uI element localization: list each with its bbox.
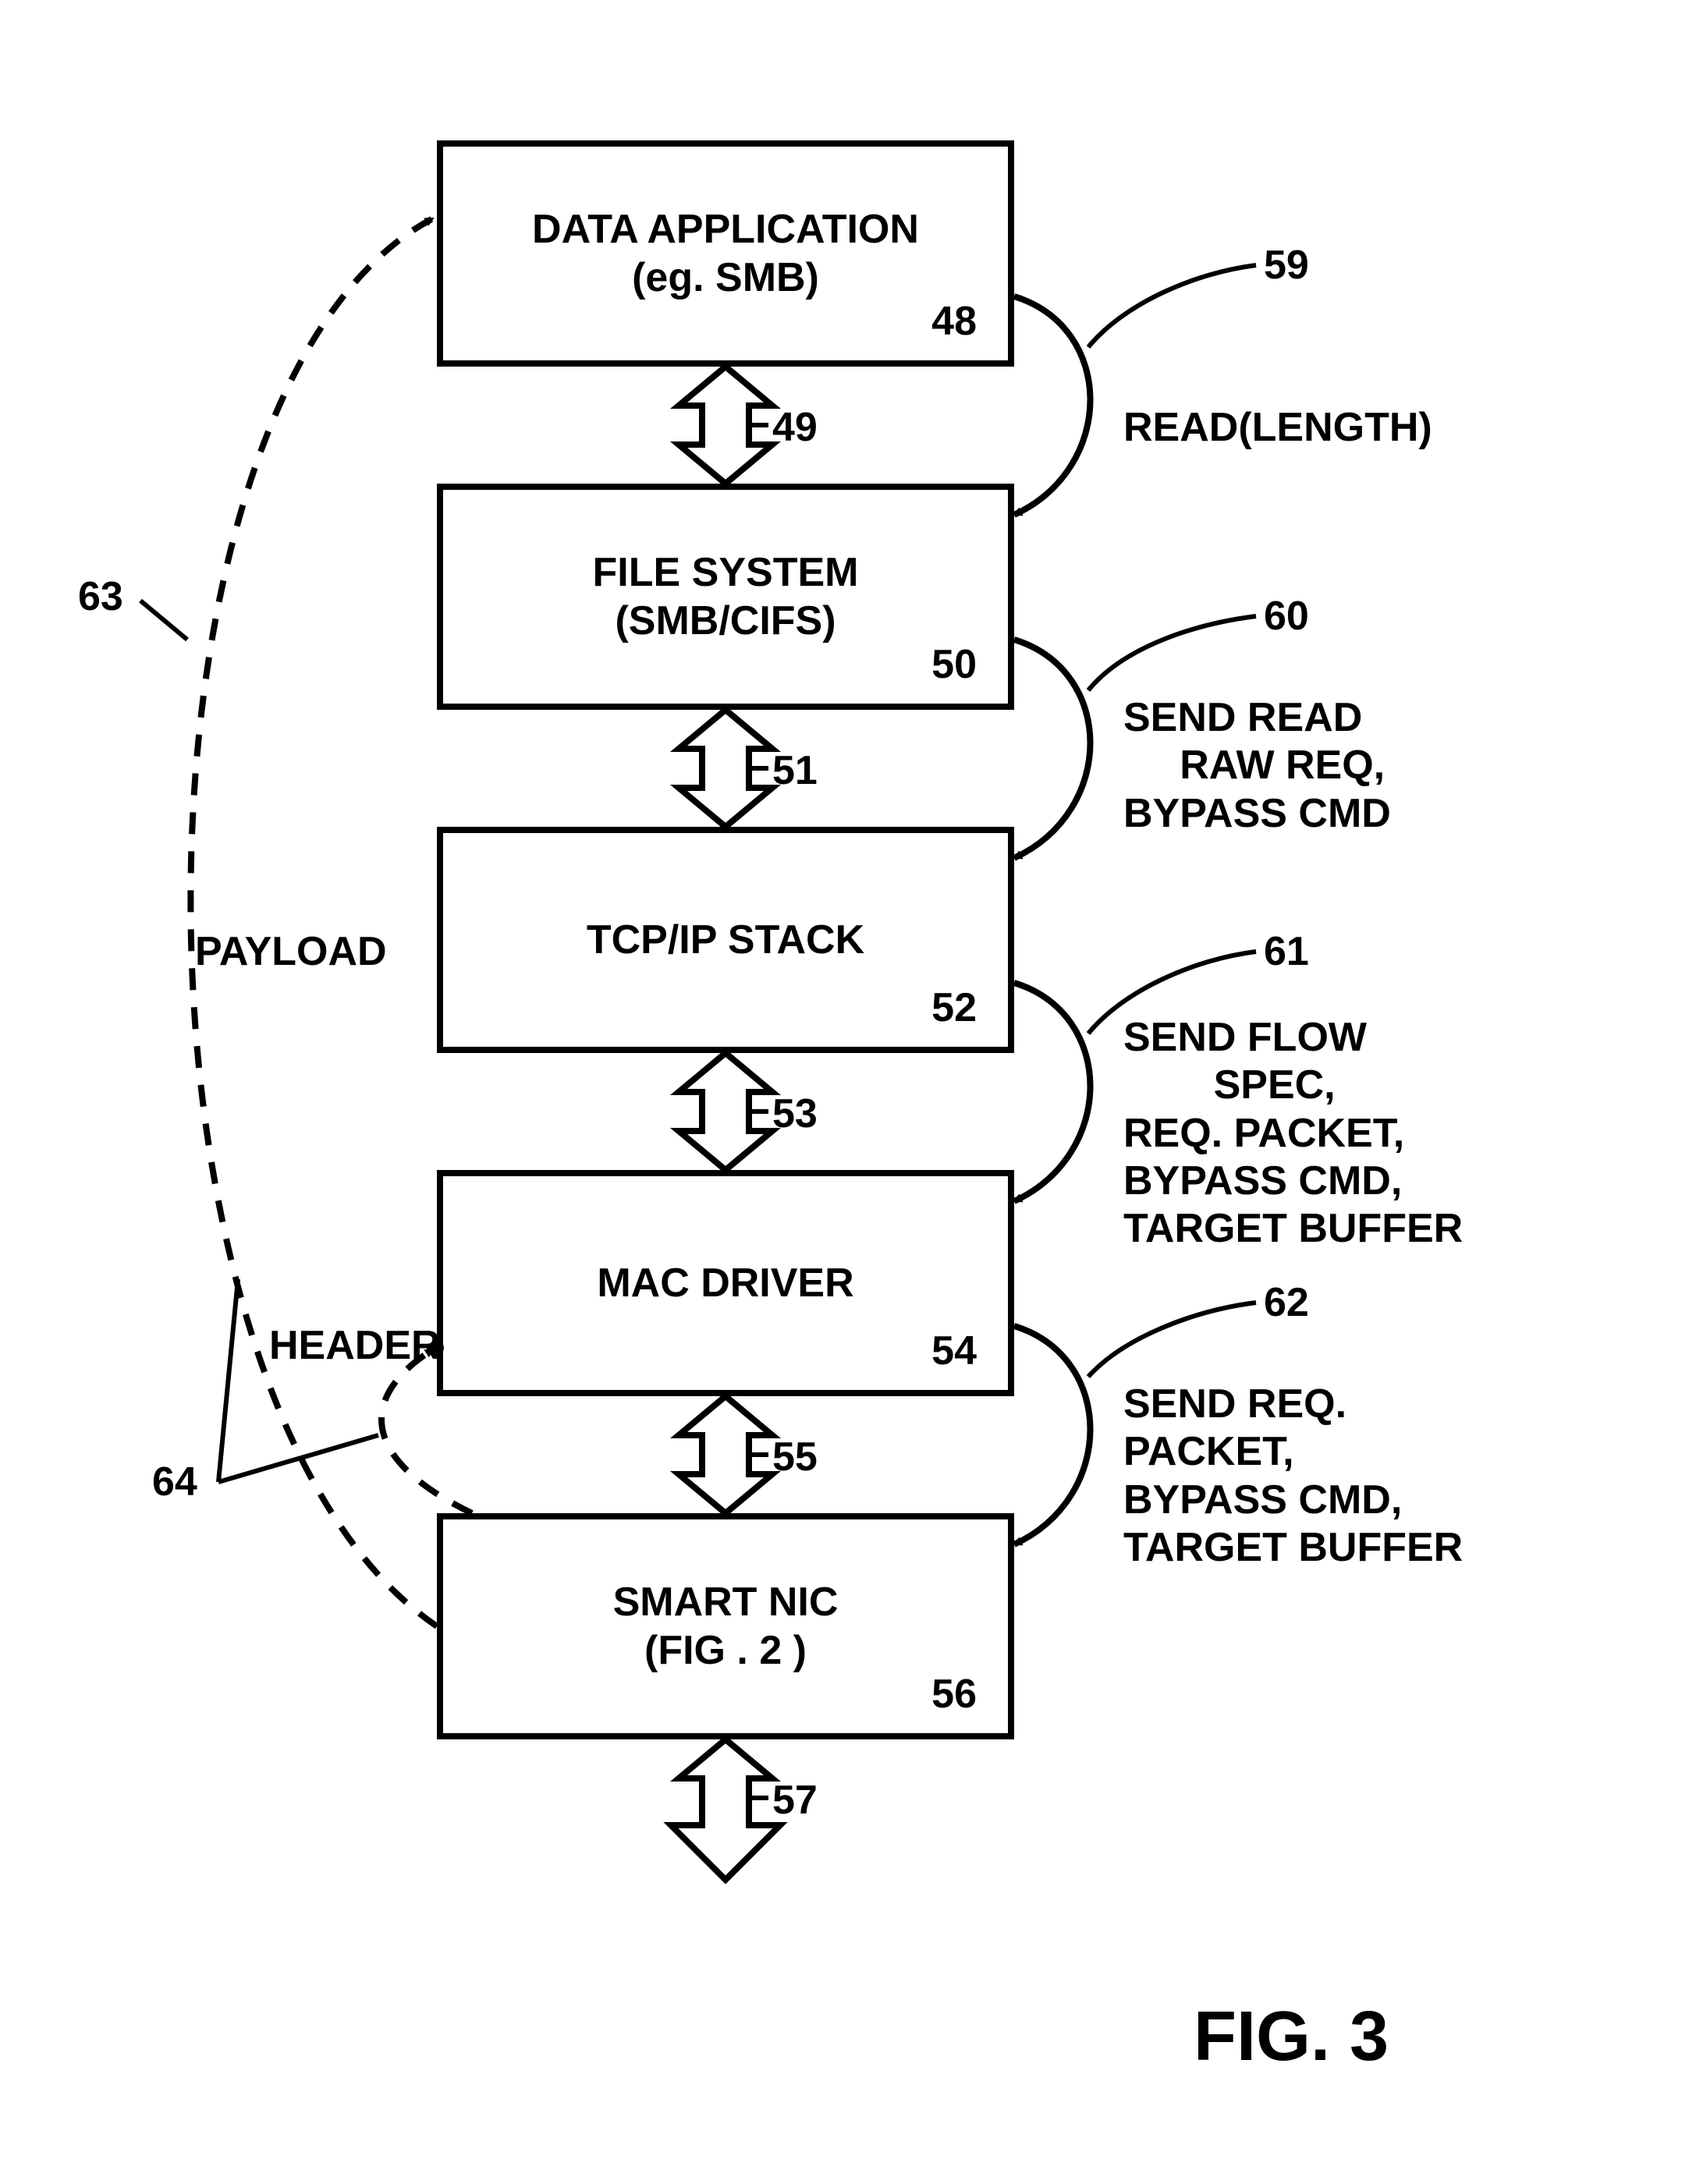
box-number: 52: [931, 984, 977, 1031]
box-subtitle: (SMB/CIFS): [615, 597, 836, 645]
box-number: 54: [931, 1328, 977, 1374]
ref-label-64: 64: [152, 1459, 197, 1506]
box-mac-driver: MAC DRIVER 54: [437, 1170, 1014, 1396]
left-text-payload: PAYLOAD: [195, 928, 387, 976]
box-title: TCP/IP STACK: [587, 916, 864, 964]
side-text-60: SEND READ RAW REQ, BYPASS CMD: [1123, 694, 1391, 838]
side-text-59: READ(LENGTH): [1123, 404, 1432, 452]
box-title: SMART NIC: [613, 1578, 839, 1626]
connector-label-53: 53: [772, 1090, 818, 1138]
box-data-application: DATA APPLICATION (eg. SMB) 48: [437, 140, 1014, 367]
box-tcp-ip-stack: TCP/IP STACK 52: [437, 827, 1014, 1053]
box-subtitle: (FIG . 2 ): [644, 1626, 807, 1675]
side-text-62: SEND REQ. PACKET, BYPASS CMD, TARGET BUF…: [1123, 1381, 1463, 1572]
box-title: DATA APPLICATION: [532, 205, 919, 254]
connector-label-55: 55: [772, 1434, 818, 1481]
diagram-canvas: DATA APPLICATION (eg. SMB) 48 FILE SYSTE…: [0, 0, 1696, 2184]
connector-label-51: 51: [772, 747, 818, 795]
box-title: MAC DRIVER: [597, 1259, 853, 1307]
box-smart-nic: SMART NIC (FIG . 2 ) 56: [437, 1513, 1014, 1739]
ref-label-62: 62: [1264, 1279, 1309, 1327]
box-number: 50: [931, 641, 977, 688]
connector-label-57: 57: [772, 1777, 818, 1824]
figure-label: FIG. 3: [1194, 1997, 1389, 2077]
left-text-header: HEADER: [269, 1322, 441, 1370]
box-subtitle: (eg. SMB): [632, 254, 819, 302]
box-number: 48: [931, 298, 977, 345]
box-title: FILE SYSTEM: [593, 548, 859, 597]
box-number: 56: [931, 1671, 977, 1718]
ref-label-61: 61: [1264, 928, 1309, 976]
ref-label-60: 60: [1264, 593, 1309, 640]
ref-label-63: 63: [78, 573, 123, 621]
side-text-61: SEND FLOW SPEC, REQ. PACKET, BYPASS CMD,…: [1123, 1014, 1463, 1253]
connector-label-49: 49: [772, 404, 818, 452]
box-file-system: FILE SYSTEM (SMB/CIFS) 50: [437, 484, 1014, 710]
ref-label-59: 59: [1264, 242, 1309, 289]
